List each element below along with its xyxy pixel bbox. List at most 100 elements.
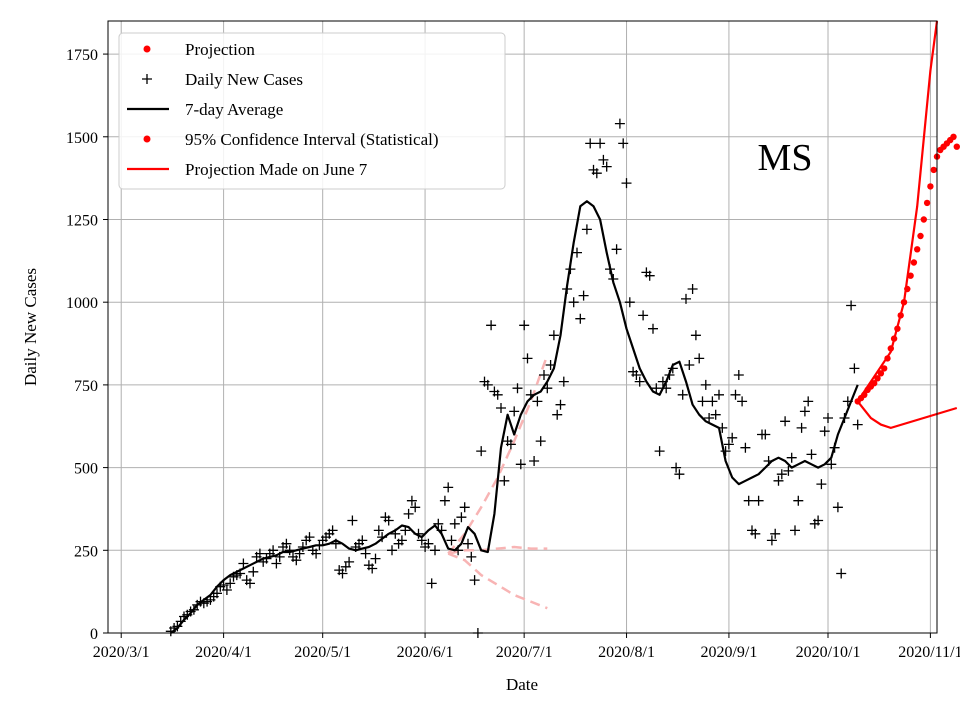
daily-case-point [396, 535, 407, 546]
daily-case-point [714, 389, 724, 400]
daily-case-point [816, 479, 827, 490]
daily-case-point [681, 293, 691, 304]
legend-label: Projection Made on June 7 [185, 160, 368, 179]
daily-case-point [529, 456, 540, 466]
daily-case-point [532, 396, 543, 407]
projection-point [877, 370, 885, 377]
legend-label: 95% Confidence Interval (Statistical) [185, 130, 439, 149]
daily-case-point [581, 224, 592, 235]
projection-point [930, 166, 937, 174]
daily-case-point [212, 588, 222, 599]
daily-case-point [585, 138, 596, 149]
daily-case-point [304, 532, 315, 543]
daily-case-point [793, 495, 804, 506]
daily-case-point [387, 545, 397, 556]
projection-point [917, 232, 924, 240]
daily-case-point [849, 363, 860, 374]
legend-label: Daily New Cases [185, 70, 303, 89]
projection-point [953, 143, 960, 150]
legend-dot-marker [143, 45, 151, 53]
daily-case-point [819, 426, 830, 437]
y-tick-label: 750 [74, 378, 98, 395]
daily-case-point [786, 452, 797, 463]
x-tick-label: 2020/4/1 [195, 644, 252, 661]
daily-case-point [654, 446, 665, 457]
daily-case-point [780, 416, 791, 427]
daily-case-point [496, 403, 506, 413]
y-tick-label: 250 [74, 543, 98, 560]
daily-case-point [743, 495, 754, 506]
daily-case-point [578, 290, 589, 301]
daily-case-point [766, 535, 777, 546]
daily-case-point [446, 535, 457, 546]
daily-case-point [790, 525, 800, 536]
daily-case-point [499, 475, 510, 486]
x-tick-label: 2020/3/1 [93, 644, 150, 661]
daily-case-point [836, 568, 847, 579]
daily-case-point [463, 538, 473, 549]
daily-case-point [271, 558, 282, 569]
daily-case-point [268, 545, 279, 556]
projection-point [874, 375, 881, 382]
projection-point [927, 183, 934, 190]
daily-case-point [750, 528, 761, 539]
daily-case-point [403, 508, 414, 519]
x-tick-label: 2020/10/1 [796, 644, 861, 661]
daily-case-point [476, 446, 487, 457]
confidence-interval-line [856, 400, 958, 430]
daily-case-point [690, 330, 701, 341]
x-tick-label: 2020/5/1 [294, 644, 351, 661]
daily-case-point [737, 396, 748, 407]
daily-case-point [631, 370, 642, 380]
legend: Projection Daily New Cases 7-day Average 95… [118, 32, 506, 190]
daily-case-point [704, 413, 715, 423]
daily-case-point [674, 469, 685, 480]
daily-case-point [832, 502, 843, 513]
daily-case-point [783, 465, 794, 476]
daily-case-point [852, 419, 863, 430]
daily-case-point [826, 459, 837, 470]
daily-case-point [727, 432, 738, 443]
daily-case-point [522, 353, 533, 364]
daily-case-point [697, 396, 708, 407]
daily-case-point [423, 538, 434, 549]
y-tick-label: 500 [74, 461, 98, 478]
legend-box [118, 32, 506, 190]
projection-point [884, 355, 891, 362]
daily-case-point [687, 284, 698, 294]
daily-case-point [367, 563, 378, 574]
projection-point [900, 299, 908, 306]
daily-case-point [248, 566, 259, 577]
daily-case-point [796, 422, 807, 433]
daily-case-point [799, 406, 810, 417]
daily-case-point [558, 376, 569, 387]
axes: 2020/3/1 2020/4/1 2020/5/1 2020/6/1 2020/7/1… [66, 47, 960, 661]
daily-case-point [492, 389, 503, 400]
projection-point [920, 216, 927, 223]
legend-dot-marker [143, 135, 151, 143]
daily-case-point [651, 383, 662, 394]
x-axis-label: Date [506, 675, 538, 694]
daily-case-point [443, 482, 454, 493]
daily-case-point [803, 396, 814, 407]
daily-case-point [638, 310, 649, 321]
daily-case-point [806, 449, 817, 460]
projection-point [861, 391, 868, 398]
daily-case-point [733, 370, 744, 380]
daily-case-point [601, 161, 612, 172]
daily-case-point [624, 297, 635, 308]
x-tick-label: 2020/7/1 [496, 644, 553, 661]
daily-case-point [221, 585, 232, 595]
projection-point [914, 246, 921, 253]
y-tick-label: 0 [90, 626, 98, 643]
daily-case-point [618, 138, 629, 149]
daily-case-point [760, 429, 771, 440]
daily-case-point [614, 118, 625, 129]
daily-case-point [505, 439, 516, 450]
x-tick-label: 2020/6/1 [397, 644, 454, 661]
daily-case-point [347, 515, 358, 526]
june7-projection-line [447, 545, 548, 555]
x-tick-label: 2020/8/1 [598, 644, 655, 661]
daily-case-point [225, 578, 236, 589]
june7-projection-line [447, 552, 548, 610]
